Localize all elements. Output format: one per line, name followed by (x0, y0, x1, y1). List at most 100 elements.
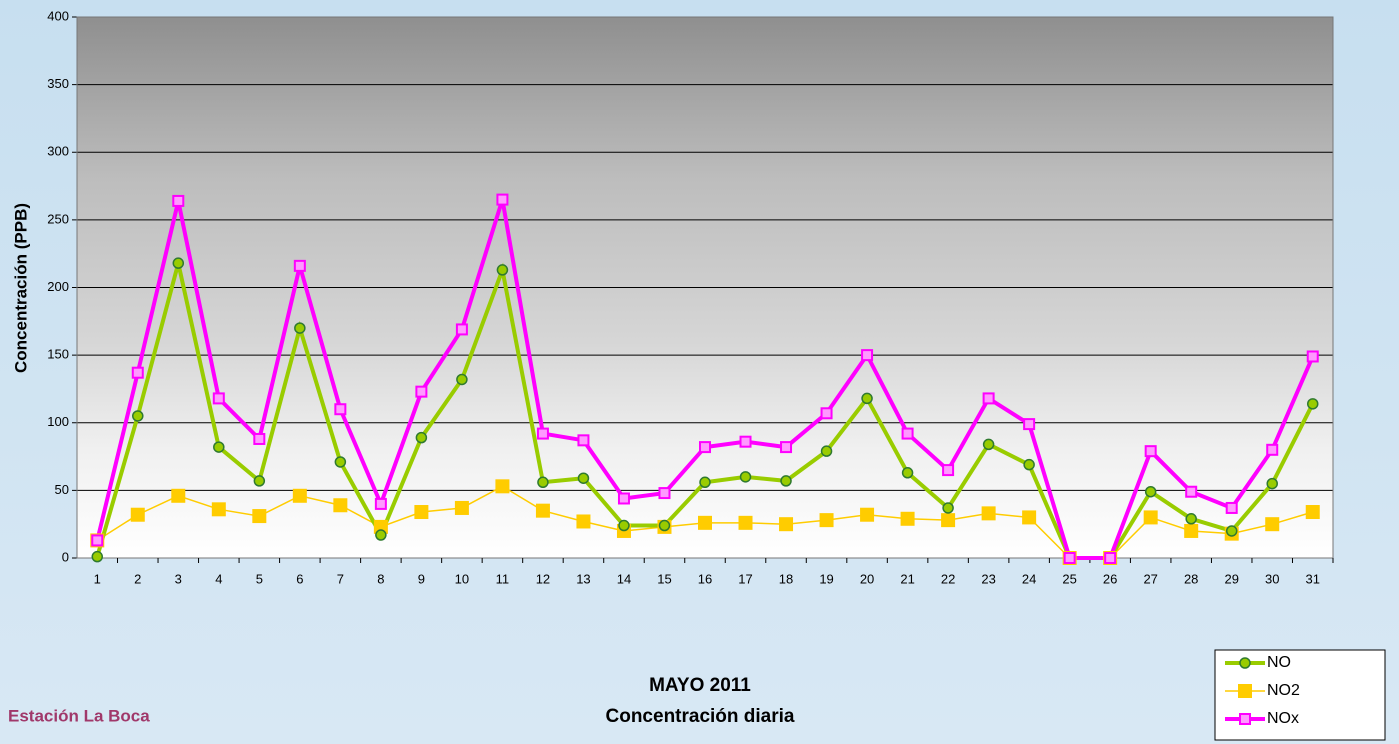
marker (779, 517, 793, 531)
marker (92, 535, 102, 545)
y-tick-label: 150 (47, 347, 69, 362)
legend-label: NOx (1267, 710, 1299, 727)
marker (92, 552, 102, 562)
marker (1184, 524, 1198, 538)
x-tick-label: 1 (94, 571, 101, 586)
x-tick-label: 16 (698, 571, 712, 586)
marker (212, 502, 226, 516)
marker (214, 393, 224, 403)
marker (862, 350, 872, 360)
marker (457, 374, 467, 384)
marker (1238, 684, 1252, 698)
x-tick-label: 28 (1184, 571, 1198, 586)
marker (860, 508, 874, 522)
marker (335, 404, 345, 414)
x-tick-label: 22 (941, 571, 955, 586)
marker (376, 530, 386, 540)
marker (1265, 517, 1279, 531)
chart-title: MAYO 2011 (649, 675, 751, 696)
marker (293, 489, 307, 503)
marker (1267, 445, 1277, 455)
marker (133, 368, 143, 378)
marker (984, 393, 994, 403)
marker (536, 504, 550, 518)
marker (984, 439, 994, 449)
x-tick-label: 26 (1103, 571, 1117, 586)
marker (495, 479, 509, 493)
marker (497, 265, 507, 275)
marker (1227, 526, 1237, 536)
marker (254, 434, 264, 444)
marker (497, 195, 507, 205)
marker (659, 521, 669, 531)
marker (173, 196, 183, 206)
marker (700, 442, 710, 452)
marker (1065, 553, 1075, 563)
marker (1024, 419, 1034, 429)
x-tick-label: 30 (1265, 571, 1279, 586)
chart-subtitle: Concentración diaria (606, 706, 795, 727)
marker (982, 506, 996, 520)
marker (943, 465, 953, 475)
x-tick-label: 29 (1224, 571, 1238, 586)
marker (941, 513, 955, 527)
x-tick-label: 25 (1062, 571, 1076, 586)
marker (659, 488, 669, 498)
legend-label: NO2 (1267, 682, 1300, 699)
marker (538, 429, 548, 439)
x-tick-label: 6 (296, 571, 303, 586)
x-tick-label: 18 (779, 571, 793, 586)
x-tick-label: 31 (1306, 571, 1320, 586)
y-axis-label: Concentración (PPB) (11, 203, 30, 373)
annotation: Estación La Boca (8, 706, 150, 725)
marker (295, 323, 305, 333)
x-tick-label: 12 (536, 571, 550, 586)
marker (1240, 658, 1250, 668)
x-tick-label: 14 (617, 571, 631, 586)
marker (862, 393, 872, 403)
marker (781, 476, 791, 486)
marker (131, 508, 145, 522)
x-tick-label: 19 (819, 571, 833, 586)
x-tick-label: 11 (496, 571, 510, 586)
marker (619, 521, 629, 531)
marker (1146, 487, 1156, 497)
marker (171, 489, 185, 503)
marker (335, 457, 345, 467)
marker (173, 258, 183, 268)
x-tick-label: 8 (377, 571, 384, 586)
marker (254, 476, 264, 486)
y-tick-label: 400 (47, 8, 69, 23)
marker (820, 513, 834, 527)
x-tick-label: 9 (418, 571, 425, 586)
marker (1105, 553, 1115, 563)
y-tick-label: 250 (47, 211, 69, 226)
marker (822, 446, 832, 456)
marker (619, 493, 629, 503)
marker (1144, 510, 1158, 524)
x-tick-label: 20 (860, 571, 874, 586)
y-tick-label: 0 (62, 549, 69, 564)
marker (698, 516, 712, 530)
marker (903, 468, 913, 478)
x-tick-label: 4 (215, 571, 222, 586)
x-tick-label: 15 (657, 571, 671, 586)
marker (901, 512, 915, 526)
marker (538, 477, 548, 487)
y-tick-label: 50 (55, 482, 69, 497)
y-tick-label: 100 (47, 414, 69, 429)
marker (414, 505, 428, 519)
marker (376, 499, 386, 509)
y-tick-label: 350 (47, 76, 69, 91)
x-tick-label: 13 (576, 571, 590, 586)
marker (133, 411, 143, 421)
x-tick-label: 21 (900, 571, 914, 586)
marker (741, 472, 751, 482)
marker (1022, 510, 1036, 524)
x-tick-label: 5 (256, 571, 263, 586)
marker (576, 514, 590, 528)
marker (1186, 514, 1196, 524)
marker (1186, 487, 1196, 497)
x-tick-label: 17 (738, 571, 752, 586)
marker (1308, 351, 1318, 361)
